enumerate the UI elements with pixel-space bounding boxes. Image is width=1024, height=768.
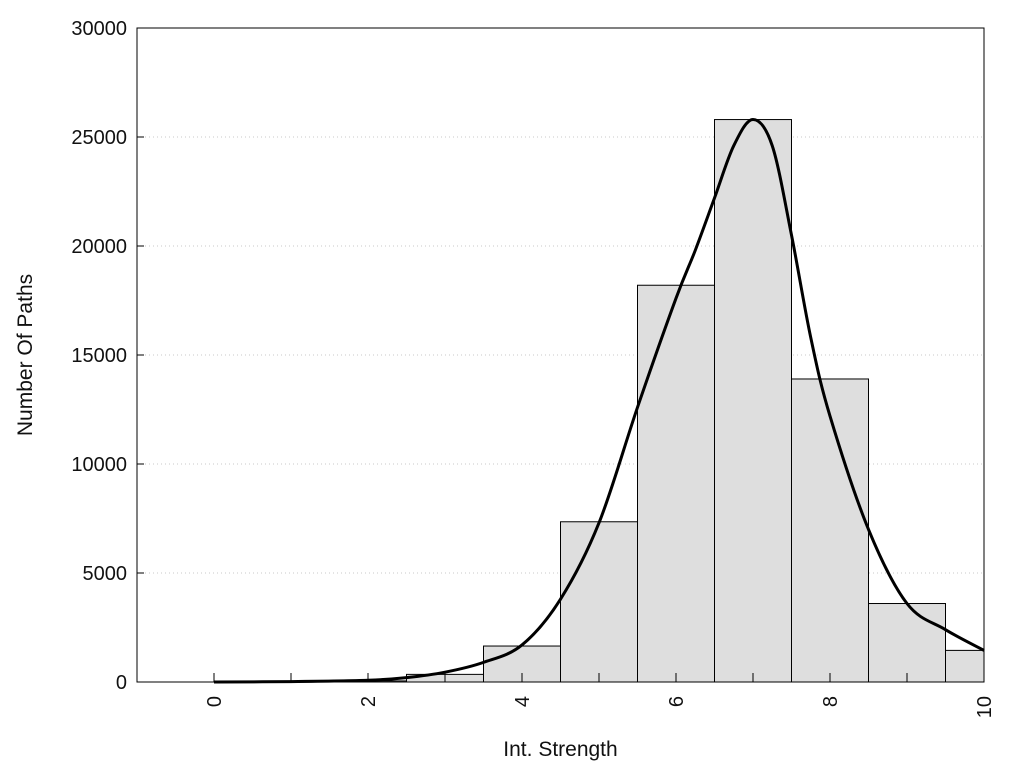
- y-tick-label: 10000: [71, 454, 127, 476]
- y-tick-label: 0: [116, 672, 127, 694]
- x-axis-label: Int. Strength: [503, 738, 617, 761]
- x-tick-label: 4: [512, 696, 534, 707]
- x-tick-label: 6: [666, 696, 688, 707]
- histogram-bar: [560, 521, 638, 683]
- y-tick-label: 15000: [71, 345, 127, 367]
- histogram-bar: [791, 378, 869, 683]
- x-tick-label: 2: [358, 696, 380, 707]
- density-curve-group: [213, 118, 985, 684]
- x-tick-label: 10: [974, 696, 996, 718]
- y-axis-ticks: 0 5000 10000 15000 20000 25000 30000: [71, 18, 144, 694]
- histogram-bar: [714, 119, 792, 683]
- x-axis-ticks: 0 2 4 6 8 10: [204, 673, 996, 718]
- histogram-bar: [637, 284, 715, 683]
- bars: [329, 119, 985, 683]
- density-curve: [213, 118, 985, 684]
- histogram-bar: [945, 649, 985, 683]
- y-axis-label: Number Of Paths: [14, 274, 37, 436]
- x-tick-label: 8: [820, 696, 842, 707]
- y-tick-label: 30000: [71, 18, 127, 40]
- histogram-bar: [868, 603, 946, 683]
- y-tick-label: 20000: [71, 236, 127, 258]
- y-tick-label: 5000: [83, 563, 128, 585]
- x-tick-label: 0: [204, 696, 226, 707]
- y-tick-label: 25000: [71, 127, 127, 149]
